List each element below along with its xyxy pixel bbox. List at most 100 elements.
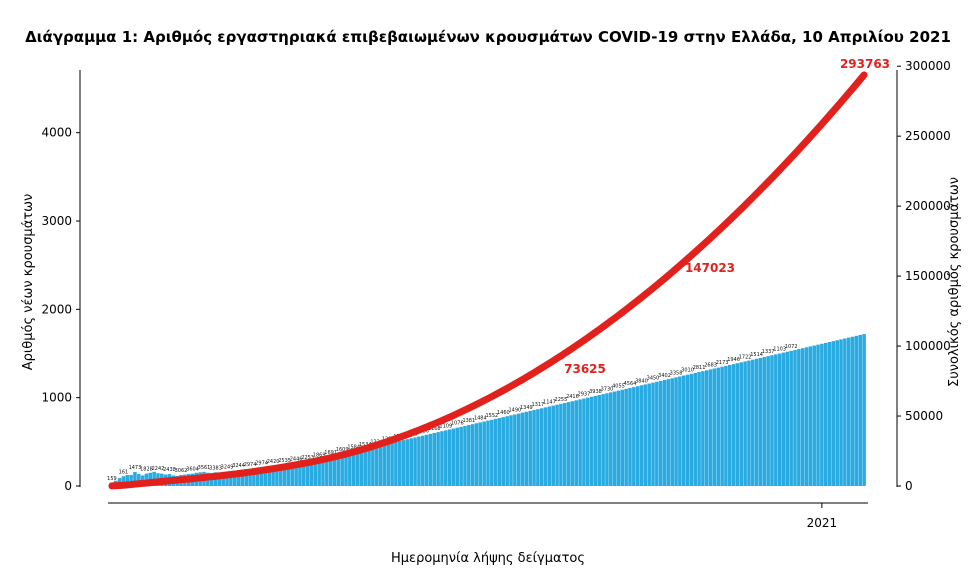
bar [444,430,448,486]
bar [551,405,555,486]
bar [255,467,260,486]
bar [616,390,621,486]
bar-label: 3244 [232,463,245,469]
y-ticks-left: 0 1000 2000 3000 4000 [41,126,80,493]
bar [409,438,414,486]
bar [562,402,567,486]
bar-label: 159 [107,476,117,482]
bar [394,441,398,486]
bar-label: 1381 [462,418,475,424]
bar [505,416,509,486]
y2-tick-label: 150000 [905,269,951,283]
bar [528,410,532,486]
bar [248,468,252,486]
bar [555,404,559,486]
bar [263,467,268,486]
bar [823,342,828,486]
y2-tick-label: 250000 [905,129,951,143]
bar-label: 1609 [336,447,349,453]
bar [605,393,609,486]
bar-label: 2974 [244,462,257,468]
bar [325,457,329,486]
y-tick-label: 4000 [41,126,72,140]
bar [225,471,229,486]
y2-tick-label: 200000 [905,199,951,213]
bar [862,334,866,486]
bar [516,413,521,486]
bar-label: 4055 [612,384,625,390]
bar [240,469,245,486]
bar [639,385,644,486]
bar-label: 3840 [635,378,648,384]
bar [340,454,344,486]
bar [827,342,832,486]
bar [689,373,694,486]
bar-label: 3010 [681,368,694,374]
bar [670,378,674,486]
bar [751,359,755,486]
bar [704,370,709,486]
bar-label: 2253 [301,455,314,461]
bar [793,349,797,486]
bar [574,400,579,486]
bar [812,345,816,486]
bar [854,335,859,486]
y-tick-label: 0 [64,479,72,493]
bar [355,450,360,486]
bar [232,470,237,486]
bar-label: 1828 [140,467,153,473]
bar [275,465,279,486]
bar [731,364,736,486]
bar-label: 1722 [739,354,752,360]
bar [344,453,348,486]
bar-label: 1147 [543,400,556,406]
bar [797,349,801,486]
bar [578,399,582,486]
bar-label: 2683 [704,362,717,368]
bar-label: 2937 [578,392,591,398]
bar [674,377,678,486]
bar [244,469,248,486]
bar [712,368,717,486]
bar [620,389,625,486]
bar [501,417,506,486]
cumulative-label: 147023 [685,261,735,275]
bar [635,386,640,486]
bar [804,347,809,486]
bar-label: 1349 [520,405,533,411]
cumulative-labels: 73625 147023 293763 [564,57,890,376]
y-tick-label: 1000 [41,391,72,405]
bar [520,412,525,486]
bar [770,355,774,486]
bar [532,410,536,486]
bar-label: 161 [119,469,129,475]
bar [846,337,851,486]
bar [651,382,655,486]
bar [747,360,751,486]
bar [539,408,544,486]
bar-label: 1337 [762,349,775,355]
bar [447,429,452,486]
bar [467,425,471,486]
y2-tick-label: 50000 [905,409,943,423]
bar [428,433,433,486]
bar [129,474,133,486]
bar-label: 2255 [555,397,568,403]
bar-label: 3604 [186,467,199,473]
bar [785,351,790,486]
bar [252,468,256,486]
bar [678,376,682,486]
bar [351,451,356,486]
bar [348,452,352,486]
y2-tick-label: 0 [905,479,913,493]
bar [470,424,475,486]
x-axis-label: Ημερομηνία λήψης δείγματος [391,551,585,566]
bar [781,352,786,486]
bar [609,392,613,486]
bar [612,391,617,486]
bar-label: 1072 [785,344,798,350]
bar [397,440,402,486]
bar [282,464,287,486]
bar [133,471,137,486]
bar [536,409,540,486]
